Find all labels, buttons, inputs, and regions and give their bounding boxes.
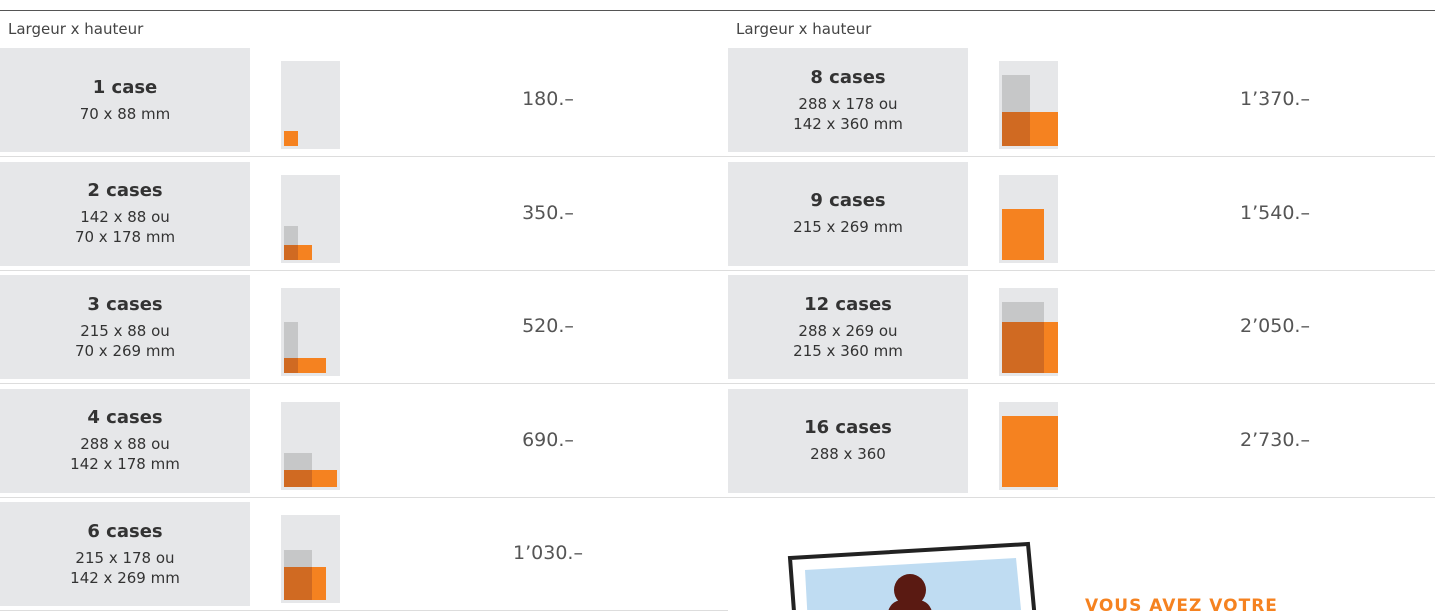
illustration xyxy=(760,530,1060,610)
column-header: Largeur x hauteur xyxy=(8,20,143,38)
format-icon xyxy=(281,288,340,376)
row-separator xyxy=(0,497,728,498)
format-size: 142 x 360 mm xyxy=(793,114,903,134)
format-size: 288 x 360 xyxy=(810,444,886,464)
format-icon xyxy=(281,61,340,149)
row-separator xyxy=(728,383,1435,384)
format-icon xyxy=(999,402,1058,490)
format-name: 12 cases xyxy=(804,294,892,315)
price: 1’030.– xyxy=(513,542,583,564)
row-separator xyxy=(728,270,1435,271)
format-name: 3 cases xyxy=(87,294,162,315)
format-icon xyxy=(999,288,1058,376)
format-size: 70 x 88 mm xyxy=(80,104,171,124)
format-icon xyxy=(281,175,340,263)
row-separator xyxy=(728,156,1435,157)
size-cell: 1 case 70 x 88 mm xyxy=(0,48,250,152)
top-line xyxy=(728,10,1435,11)
row-separator xyxy=(0,270,728,271)
format-size: 215 x 360 mm xyxy=(793,341,903,361)
format-size: 70 x 269 mm xyxy=(75,341,175,361)
page: VOUS AVEZ VOTRE (() => { const data = JS… xyxy=(0,0,1435,607)
format-name: 8 cases xyxy=(810,67,885,88)
format-size: 288 x 269 ou xyxy=(798,321,897,341)
price: 690.– xyxy=(522,429,574,451)
format-icon xyxy=(999,61,1058,149)
format-name: 1 case xyxy=(93,77,158,98)
format-size: 142 x 178 mm xyxy=(70,454,180,474)
price: 2’730.– xyxy=(1240,429,1310,451)
promo-text: VOUS AVEZ VOTRE xyxy=(1085,596,1278,616)
row-separator xyxy=(728,497,1435,498)
column-header: Largeur x hauteur xyxy=(736,20,871,38)
format-icon xyxy=(281,515,340,603)
size-cell: 9 cases 215 x 269 mm xyxy=(728,162,968,266)
format-size: 288 x 178 ou xyxy=(798,94,897,114)
top-line xyxy=(0,10,728,11)
format-size: 70 x 178 mm xyxy=(75,227,175,247)
row-separator xyxy=(0,610,728,611)
format-size: 142 x 88 ou xyxy=(80,207,170,227)
row-separator xyxy=(0,383,728,384)
format-size: 288 x 88 ou xyxy=(80,434,170,454)
format-name: 6 cases xyxy=(87,521,162,542)
format-name: 4 cases xyxy=(87,407,162,428)
format-name: 16 cases xyxy=(804,417,892,438)
price: 350.– xyxy=(522,202,574,224)
format-size: 215 x 269 mm xyxy=(793,217,903,237)
format-icon xyxy=(999,175,1058,263)
price: 1’370.– xyxy=(1240,88,1310,110)
price: 520.– xyxy=(522,315,574,337)
format-size: 215 x 88 ou xyxy=(80,321,170,341)
format-icon xyxy=(281,402,340,490)
price: 1’540.– xyxy=(1240,202,1310,224)
format-size: 142 x 269 mm xyxy=(70,568,180,588)
size-cell: 16 cases 288 x 360 xyxy=(728,389,968,493)
format-name: 9 cases xyxy=(810,190,885,211)
format-size: 215 x 178 ou xyxy=(75,548,174,568)
row-separator xyxy=(0,156,728,157)
price: 180.– xyxy=(522,88,574,110)
format-name: 2 cases xyxy=(87,180,162,201)
price: 2’050.– xyxy=(1240,315,1310,337)
